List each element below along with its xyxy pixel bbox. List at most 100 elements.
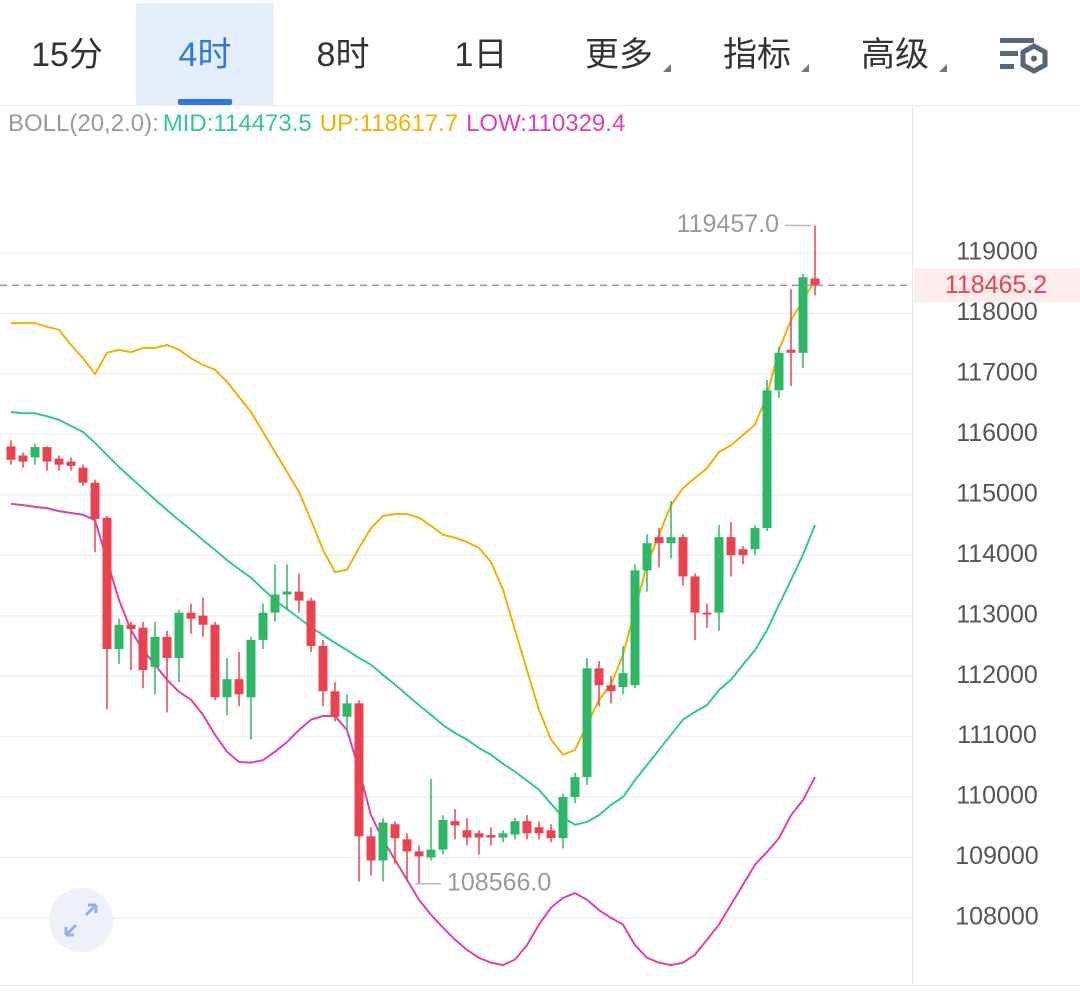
icon-hex bbox=[1020, 43, 1048, 74]
candle-body bbox=[378, 822, 388, 861]
y-tick-label: 116000 bbox=[956, 419, 1038, 447]
indicator-item: LOW:110329.4 bbox=[466, 110, 625, 137]
indicator-item: UP:118617.7 bbox=[320, 110, 458, 137]
last-price-box bbox=[914, 268, 1080, 303]
candle-body bbox=[270, 594, 280, 613]
candle-body bbox=[258, 612, 268, 640]
candle-body bbox=[462, 830, 472, 838]
y-tick-label: 114000 bbox=[956, 540, 1038, 568]
candle-body bbox=[654, 537, 664, 544]
tab-active-bg bbox=[136, 3, 274, 105]
candle-body bbox=[186, 612, 196, 619]
candle-body bbox=[762, 390, 772, 529]
tab[interactable]: 15分 bbox=[31, 36, 103, 74]
tab-indicator bbox=[178, 99, 232, 105]
candle-body bbox=[162, 636, 172, 659]
candle-body bbox=[498, 833, 508, 838]
candle-body bbox=[714, 537, 724, 613]
candle-body bbox=[798, 277, 808, 353]
expand-button[interactable] bbox=[49, 888, 113, 952]
plot: 108000 109000 110000 111000 112000 113000 1140… bbox=[0, 210, 1080, 967]
y-tick-label: 115000 bbox=[956, 479, 1038, 507]
y-tick-label: 117000 bbox=[956, 359, 1038, 387]
icon-bar bbox=[1000, 64, 1014, 69]
candle-body bbox=[486, 835, 496, 838]
settings-icon[interactable] bbox=[1000, 38, 1048, 74]
candle-body bbox=[306, 600, 316, 646]
candle-body bbox=[582, 668, 592, 778]
candle-body bbox=[786, 349, 796, 353]
candle-body bbox=[210, 624, 220, 698]
candle-body bbox=[666, 537, 676, 544]
candle-body bbox=[726, 537, 736, 556]
indicator-item: BOLL(20,2.0): bbox=[8, 110, 159, 137]
tab[interactable]: 8时 bbox=[317, 36, 370, 74]
candle-body bbox=[198, 615, 208, 625]
candle-body bbox=[474, 833, 484, 838]
tab-dropdown bbox=[801, 64, 809, 72]
candle-body bbox=[150, 636, 160, 668]
candle-body bbox=[750, 528, 760, 550]
candle-body bbox=[558, 797, 568, 839]
y-tick-label: 111000 bbox=[957, 721, 1037, 749]
candle-body bbox=[570, 777, 580, 798]
candle-body bbox=[234, 679, 244, 695]
candle-body bbox=[138, 627, 148, 671]
candle-body bbox=[222, 679, 232, 698]
candle-body bbox=[126, 624, 136, 630]
y-tick-label: 113000 bbox=[956, 600, 1038, 628]
y-tick-label: 112000 bbox=[956, 661, 1038, 689]
indicator-item: MID:114473.5 bbox=[163, 110, 312, 137]
candle-body bbox=[594, 668, 604, 686]
candle-body bbox=[18, 455, 28, 462]
candle-body bbox=[78, 467, 88, 483]
tab[interactable]: 指标 bbox=[723, 36, 791, 74]
indicator-header: BOLL(20,2.0): MID:114473.5 UP:118617.7 LOW:… bbox=[8, 110, 625, 137]
max-label: 119457.0 bbox=[677, 210, 779, 238]
candle-body bbox=[66, 461, 76, 466]
y-tick-label: 119000 bbox=[956, 238, 1038, 266]
candle-body bbox=[330, 691, 340, 717]
candle-body bbox=[114, 624, 124, 649]
candle-body bbox=[30, 447, 40, 458]
candle-body bbox=[102, 517, 112, 649]
candle-body bbox=[510, 821, 520, 835]
expand-bg bbox=[49, 888, 113, 952]
icon-bar bbox=[1000, 38, 1034, 43]
candle-body bbox=[678, 537, 688, 577]
boll-line bbox=[10, 411, 816, 826]
candle-body bbox=[366, 836, 376, 861]
candle-body bbox=[738, 549, 748, 556]
icon-bar bbox=[1000, 51, 1018, 56]
candle-body bbox=[282, 591, 292, 595]
candle-body bbox=[606, 685, 616, 692]
boll-line bbox=[11, 279, 816, 756]
candle-body bbox=[426, 849, 436, 858]
candle-body bbox=[54, 458, 64, 465]
tab[interactable]: 1日 bbox=[455, 36, 508, 74]
candle-body bbox=[774, 352, 784, 391]
tab[interactable]: 更多 bbox=[585, 36, 653, 74]
candle-body bbox=[414, 851, 424, 857]
tabs: 15分 4时 8时 1日 更多 指标 高级 bbox=[31, 3, 947, 105]
y-tick-label: 108000 bbox=[955, 903, 1038, 931]
candle-body bbox=[342, 703, 352, 717]
candle-body bbox=[42, 447, 52, 462]
candle-body bbox=[702, 612, 712, 615]
candle-body bbox=[546, 830, 556, 839]
candle-body bbox=[522, 821, 532, 834]
tab[interactable]: 高级 bbox=[861, 36, 929, 74]
icon-dot bbox=[1031, 55, 1037, 62]
candle-body bbox=[354, 703, 364, 837]
candle-body bbox=[810, 278, 820, 286]
candle-body bbox=[450, 821, 460, 826]
y-tick-label: 118000 bbox=[956, 298, 1038, 326]
candle-body bbox=[174, 612, 184, 659]
tab-dropdown bbox=[939, 64, 947, 72]
candle-body bbox=[294, 591, 304, 601]
candle-body bbox=[618, 673, 628, 688]
y-tick-label: 109000 bbox=[955, 842, 1038, 870]
candle-body bbox=[90, 482, 100, 520]
tab[interactable]: 4时 bbox=[179, 36, 232, 74]
